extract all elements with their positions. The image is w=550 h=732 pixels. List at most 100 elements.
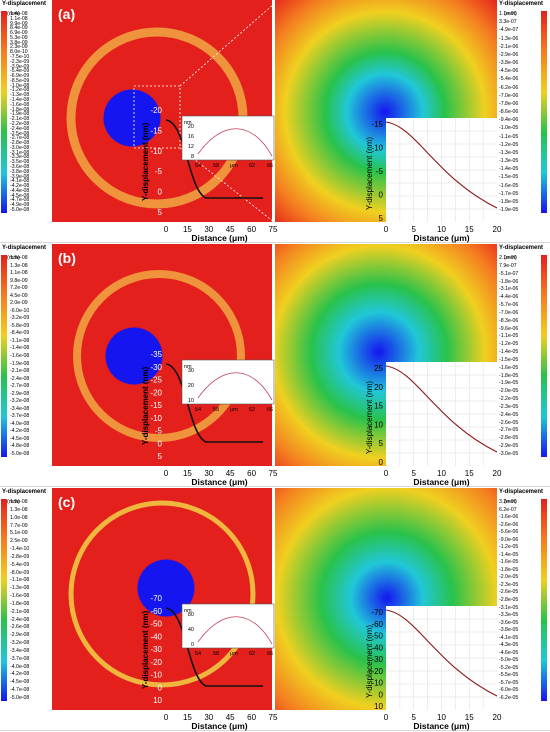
legend-tick-label: -1.8e-06 xyxy=(499,278,519,285)
legend-tick-label: -4.7e-08 xyxy=(10,197,30,204)
legend-tick-label: -2.7e-05 xyxy=(499,427,519,434)
legend-tick-label: -5.4e-06 xyxy=(499,76,519,83)
legend-tick-label: -4.9e-08 xyxy=(10,202,30,209)
legend-tick-label: -2.8e-08 xyxy=(10,140,30,147)
legend-unit: (mm) xyxy=(504,11,517,17)
legend-tick-label: -1.6e-08 xyxy=(10,101,30,108)
legend-tick-label: -9.6e-06 xyxy=(499,325,519,332)
legend-tick-label: 7.9e-07 xyxy=(499,262,517,269)
zoom-map-c xyxy=(275,488,497,710)
legend-tick-label: -2.8e-05 xyxy=(499,597,519,603)
legend-tick-label: -3.7e-08 xyxy=(10,413,30,420)
colorbar xyxy=(541,255,547,457)
legend-tick-label: -1.6e-08 xyxy=(10,593,30,600)
contour-map-a: (a) xyxy=(52,0,272,222)
legend-tick-label: -5.7e-05 xyxy=(499,679,519,686)
legend-tick-label: -2.4e-08 xyxy=(10,125,30,132)
legend-tick-label: 1.0e-08 xyxy=(10,514,28,521)
legend-unit: (mm) xyxy=(7,255,20,261)
legend-tick-label: 1.1e-08 xyxy=(10,15,28,22)
colorbar xyxy=(541,11,547,213)
legend-unit: (mm) xyxy=(504,255,517,261)
legend-tick-label: -4.5e-08 xyxy=(10,679,30,686)
contour-map-c: (c) xyxy=(52,488,272,710)
legend-ticks: 1.5e-08 1.3e-08 1.0e-08 7.7e-09 5.1e-09 2.5e-… xyxy=(10,499,50,701)
legend-tick-label: -1.8e-05 xyxy=(499,372,519,379)
zoom-line xyxy=(179,5,272,87)
legend-tick-label: -5.6e-06 xyxy=(499,529,519,536)
panel-label: (b) xyxy=(58,250,76,266)
legend-tick-label: -7.8e-06 xyxy=(499,100,519,107)
colorbar xyxy=(1,11,7,213)
legend-tick-label: -4.9e-07 xyxy=(499,27,519,34)
legend-tick-label: 5.3e-09 xyxy=(10,34,28,41)
colorbar xyxy=(1,255,7,457)
legend-tick-label: -1.9e-05 xyxy=(499,380,519,387)
legend-left-b: Y-displacement (mm) 1.5e-08 1.3e-08 1.1e-0… xyxy=(0,244,52,466)
legend-tick-label: 4.5e-09 xyxy=(10,292,28,299)
panel-label: (a) xyxy=(58,6,76,22)
legend-tick-label: 1.3e-08 xyxy=(10,506,28,513)
legend-tick-label: -2.1e-06 xyxy=(499,43,519,50)
legend-unit: (mm) xyxy=(7,11,20,17)
legend-tick-label: -2.9e-06 xyxy=(499,51,519,58)
legend-tick-label: -4.5e-06 xyxy=(499,68,519,75)
ring-contour xyxy=(66,27,248,209)
legend-ticks: 1.4e-08 1.1e-08 9.9e-09 8.4e-09 6.9e-09 5.3e-… xyxy=(10,11,50,213)
legend-tick-label: -1.6e-06 xyxy=(499,514,519,521)
legend-tick-label: 8.0e-10 xyxy=(10,49,28,56)
legend-tick-label: -4.1e-05 xyxy=(499,634,519,641)
legend-tick-label: -1.1e-08 xyxy=(10,577,30,584)
legend-tick-label: -9.0e-06 xyxy=(499,536,519,543)
legend-tick-label: -3.1e-08 xyxy=(10,149,30,156)
zoom-map-b xyxy=(275,244,497,466)
figure-row-b: Y-displacement (mm) 1.5e-08 1.3e-08 1.1e-0… xyxy=(0,244,550,487)
legend-tick-label: -6.2e-05 xyxy=(499,695,519,701)
legend-tick-label: -2.9e-05 xyxy=(499,443,519,450)
legend-tick-label: 6.9e-09 xyxy=(10,30,28,37)
legend-tick-label: -1.1e-05 xyxy=(499,133,519,140)
legend-tick-label: -1.8e-08 xyxy=(10,106,30,113)
legend-tick-label: -3.1e-06 xyxy=(499,286,519,293)
legend-tick-label: 9.8e-09 xyxy=(10,277,28,284)
legend-tick-label: -3.1e-05 xyxy=(499,604,519,611)
legend-tick-label: -3.7e-08 xyxy=(10,655,30,662)
legend-tick-label: -9.4e-06 xyxy=(499,117,519,124)
legend-tick-label: -3.2e-08 xyxy=(10,398,30,405)
legend-title: Y-displacement xyxy=(499,489,544,495)
legend-tick-label: -3.8e-08 xyxy=(10,168,30,175)
legend-tick-label: -5.8e-09 xyxy=(10,322,30,329)
legend-tick-label: -2.8e-09 xyxy=(10,553,30,560)
legend-tick-label: -4.3e-05 xyxy=(499,642,519,649)
legend-tick-label: -1.0e-05 xyxy=(499,125,519,132)
legend-tick-label: -1.9e-05 xyxy=(499,207,519,213)
legend-tick-label: 7.7e-09 xyxy=(10,522,28,529)
legend-tick-label: -3.9e-08 xyxy=(10,173,30,180)
legend-tick-label: 1.4e-08 xyxy=(10,11,28,17)
legend-tick-label: -4.0e-08 xyxy=(10,420,30,427)
legend-unit: (mm) xyxy=(504,499,517,505)
legend-tick-label: -1.1e-05 xyxy=(499,333,519,340)
legend-tick-label: -8.3e-06 xyxy=(499,317,519,324)
legend-tick-label: 1.3e-08 xyxy=(10,262,28,269)
legend-tick-label: -2.4e-05 xyxy=(499,411,519,418)
legend-tick-label: 2.5e-09 xyxy=(10,538,28,545)
legend-right-a: Y-displacement (mm) 1.1e-06 3.3e-07 -4.9e-… xyxy=(497,0,549,222)
legend-tick-label: -1.6e-05 xyxy=(499,182,519,189)
legend-tick-label: -8.4e-09 xyxy=(10,330,30,337)
legend-tick-label: -8.0e-09 xyxy=(10,569,30,576)
legend-tick-label: -3.9e-09 xyxy=(10,63,30,70)
legend-tick-label: -1.9e-08 xyxy=(10,360,30,367)
legend-tick-label: -6.0e-10 xyxy=(10,307,30,314)
legend-tick-label: -1.4e-05 xyxy=(499,349,519,356)
legend-tick-label: -2.3e-05 xyxy=(499,581,519,588)
legend-tick-label: -2.6e-08 xyxy=(10,624,30,631)
legend-tick-label: -4.7e-08 xyxy=(10,687,30,694)
legend-tick-label: -1.3e-05 xyxy=(499,149,519,156)
legend-tick-label: 3.3e-07 xyxy=(499,19,517,26)
legend-tick-label: -1.3e-08 xyxy=(10,92,30,99)
legend-tick-label: -2.3e-05 xyxy=(499,403,519,410)
legend-tick-label: 9.9e-09 xyxy=(10,20,28,27)
legend-ticks: 2.1e-06 7.9e-07 -5.1e-07 -1.8e-06 -3.1e-06 -4… xyxy=(499,255,539,457)
colorbar xyxy=(1,499,7,701)
